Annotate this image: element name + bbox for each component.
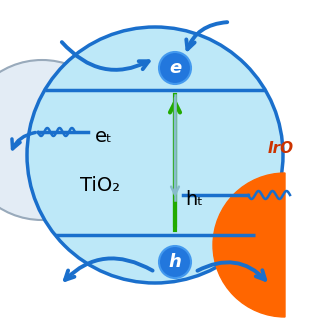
Wedge shape [213,173,285,317]
Text: IrO: IrO [268,140,294,156]
Text: h: h [169,253,181,271]
Text: hₜ: hₜ [185,189,203,209]
Circle shape [159,246,191,278]
Circle shape [27,27,283,283]
Text: eₜ: eₜ [95,126,113,146]
Circle shape [159,52,191,84]
Circle shape [0,60,122,220]
Text: TiO₂: TiO₂ [80,175,120,195]
Text: e: e [169,59,181,77]
